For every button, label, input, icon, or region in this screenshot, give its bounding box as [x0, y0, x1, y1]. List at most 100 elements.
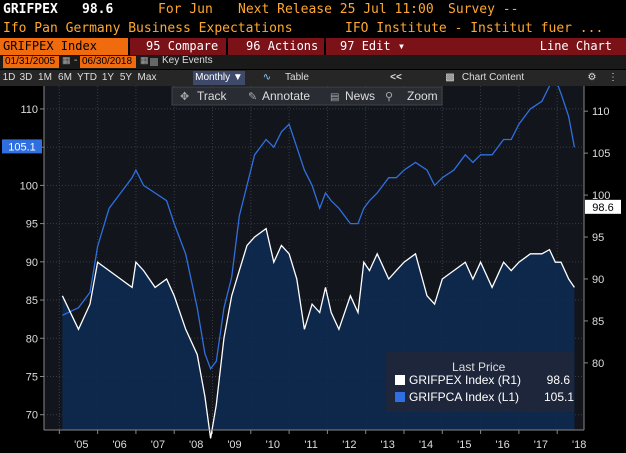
x-tick-label: '10 — [266, 439, 280, 451]
zoom-button[interactable]: Zoom — [407, 89, 438, 103]
x-tick-label: '07 — [151, 439, 165, 451]
chart-content-button[interactable]: Chart Content — [461, 72, 525, 83]
release-period: For Jun — [158, 2, 213, 17]
x-tick-label: '09 — [227, 439, 241, 451]
grifpca-last-tag — [2, 139, 42, 154]
data-source: IFO Institute - Institut fuer ... — [345, 21, 604, 36]
period-max[interactable]: Max — [137, 72, 157, 83]
date-separator: - — [74, 55, 78, 66]
period-1y[interactable]: 1Y — [101, 72, 115, 83]
chevron-down-icon: ▾ — [397, 39, 406, 53]
axes: 1101051009590858075701201151101051009590… — [2, 86, 621, 451]
legend-label-grifpca: GRIFPCA Index (L1) — [409, 390, 519, 404]
x-tick-label: '15 — [457, 439, 471, 451]
more-options-icon[interactable]: ⋮ — [608, 72, 618, 83]
left-tick-label: 80 — [26, 333, 38, 345]
table-button[interactable]: Table — [285, 72, 309, 83]
ticker-symbol: GRIFPEX — [3, 2, 58, 17]
right-tick-label: 100 — [592, 190, 610, 202]
right-tick-label: 95 — [592, 232, 604, 244]
left-tick-label: 85 — [26, 295, 38, 307]
x-tick-label: '17 — [534, 439, 548, 451]
description-row: Ifo Pan Germany Business Expectations IF… — [0, 20, 626, 38]
drag-handle-icon[interactable]: ✥ — [180, 90, 189, 103]
period-3d[interactable]: 3D — [19, 72, 33, 83]
calendar-icon[interactable]: ▦ — [140, 55, 149, 65]
left-tick-label: 100 — [20, 180, 38, 192]
right-tick-label: 105 — [592, 148, 610, 160]
frequency-label: Monthly — [195, 72, 231, 83]
compare-number: 95 — [146, 39, 161, 53]
legend-value-grifpex: 98.6 — [547, 373, 571, 387]
actions-menu[interactable]: 96 Actions ▾ — [228, 38, 333, 55]
grifpca-line — [62, 86, 576, 371]
right-tick-label: 110 — [592, 106, 610, 118]
legend-value-grifpca: 105.1 — [544, 390, 574, 404]
grifpca-last-label: 105.1 — [8, 141, 36, 153]
survey-value: Survey -- — [448, 2, 519, 17]
news-button[interactable]: News — [345, 89, 375, 103]
legend: Last Price GRIFPEX Index (R1) 98.6 GRIFP… — [386, 352, 574, 412]
edit-number: 97 — [340, 39, 355, 53]
search-icon[interactable]: ⚲ — [385, 90, 393, 103]
line-chart-icon[interactable]: ∿ — [262, 72, 272, 83]
period-5y[interactable]: 5Y — [119, 72, 133, 83]
chart-toolbar-background — [171, 86, 443, 106]
key-events-checkbox[interactable] — [150, 58, 158, 66]
period-bar: 1D 3D 1M 6M YTD 1Y 5Y Max Monthly ▼ ∿ Ta… — [0, 70, 626, 86]
chart-type-label[interactable]: Line Chart — [539, 39, 612, 53]
grifpex-line — [61, 227, 575, 439]
chart-toolbar: ✥ Track ✎ Annotate ▤ News ⚲ Zoom — [171, 86, 443, 106]
left-tick-label: 90 — [26, 257, 38, 269]
news-icon[interactable]: ▤ — [330, 92, 339, 103]
right-tick-label: 80 — [592, 358, 604, 370]
toolbar: GRIFPEX Index 95 Compare 96 Actions ▾ 97… — [0, 38, 626, 55]
legend-background — [386, 352, 574, 412]
chart-area[interactable]: 1101051009590858075701201151101051009590… — [0, 86, 626, 453]
compare-button[interactable]: 95 Compare — [130, 38, 226, 55]
left-tick-label: 95 — [26, 219, 38, 231]
x-tick-label: '08 — [189, 439, 203, 451]
compare-label: Compare — [167, 39, 219, 53]
ticker-price: 98.6 — [82, 2, 114, 17]
x-tick-label: '11 — [304, 439, 318, 451]
x-tick-label: '13 — [381, 439, 395, 451]
key-events-label: Key Events — [162, 55, 213, 66]
x-tick-label: '16 — [495, 439, 509, 451]
period-1d[interactable]: 1D — [2, 72, 16, 83]
frequency-select[interactable]: Monthly ▼ — [193, 71, 245, 85]
legend-swatch-grifpex — [395, 375, 405, 385]
security-input[interactable]: GRIFPEX Index — [0, 38, 128, 55]
calendar-icon[interactable]: ▦ — [62, 55, 71, 65]
period-6m[interactable]: 6M — [58, 72, 72, 83]
collapse-icon[interactable]: << — [390, 72, 402, 83]
x-tick-label: '05 — [74, 439, 88, 451]
grifpex-last-label: 98.6 — [592, 202, 613, 214]
right-tick-label: 90 — [592, 274, 604, 286]
x-tick-label: '12 — [342, 439, 356, 451]
legend-swatch-grifpca — [395, 392, 405, 402]
right-tick-label: 85 — [592, 316, 604, 328]
grifpex-last-tag — [585, 199, 621, 214]
security-description: Ifo Pan Germany Business Expectations — [3, 21, 293, 36]
chart-content-icon[interactable]: ▩ — [445, 72, 455, 83]
actions-label: Actions — [267, 39, 319, 53]
x-tick-label: '06 — [112, 439, 126, 451]
period-1m[interactable]: 1M — [38, 72, 52, 83]
actions-number: 96 — [246, 39, 261, 53]
date-range-bar: 01/31/2005 ▦ - 06/30/2018 ▦ Key Events — [0, 55, 626, 69]
track-button[interactable]: Track — [197, 89, 228, 103]
end-date-input[interactable]: 06/30/2018 — [80, 56, 136, 68]
gear-icon[interactable]: ⚙ — [587, 72, 597, 83]
edit-menu[interactable]: 97 Edit ▾ Line Chart — [326, 38, 626, 55]
edit-label: Edit — [361, 39, 391, 53]
period-ytd[interactable]: YTD — [77, 72, 97, 83]
x-tick-label: '14 — [419, 439, 433, 451]
legend-title: Last Price — [452, 360, 506, 374]
next-release: Next Release 25 Jul 11:00 — [238, 2, 434, 17]
x-tick-label: '18 — [572, 439, 586, 451]
left-tick-label: 110 — [20, 104, 38, 116]
annotate-icon[interactable]: ✎ — [248, 90, 257, 103]
start-date-input[interactable]: 01/31/2005 — [3, 56, 59, 68]
annotate-button[interactable]: Annotate — [262, 89, 310, 103]
